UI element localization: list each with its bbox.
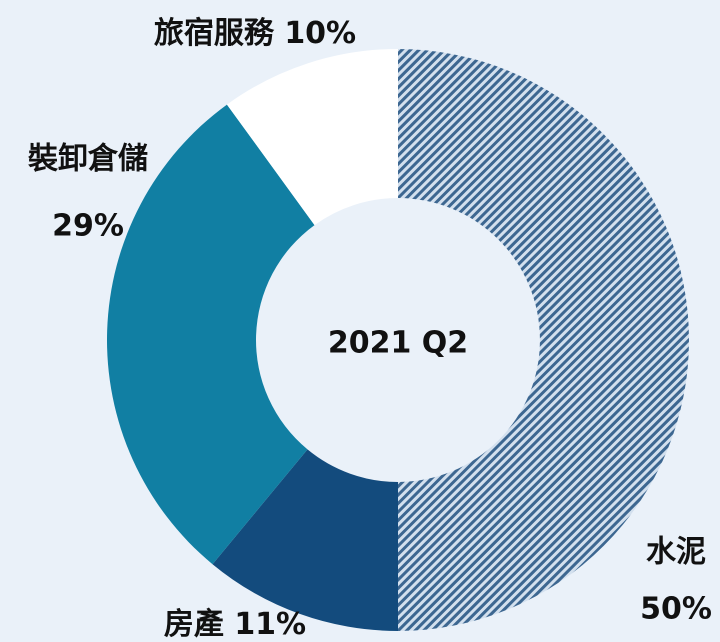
value-label: 10%: [284, 16, 356, 51]
value-label: 50%: [640, 592, 712, 627]
category-label: 水泥: [646, 535, 706, 570]
donut-segment: [106, 104, 315, 565]
donut-segment: [226, 49, 398, 226]
category-label: 旅宿服務: [154, 16, 275, 51]
value-label: 29%: [52, 209, 124, 244]
slice-label: 旅宿服務 10%: [154, 16, 356, 51]
slice-label: 房產 11%: [164, 607, 306, 642]
value-label: 11%: [234, 607, 306, 642]
category-label: 裝卸倉儲: [28, 142, 148, 177]
donut-segment: [212, 449, 398, 631]
donut-segment: [398, 49, 689, 631]
center-text: 2021 Q2: [328, 326, 468, 361]
category-label: 房產: [164, 607, 224, 642]
